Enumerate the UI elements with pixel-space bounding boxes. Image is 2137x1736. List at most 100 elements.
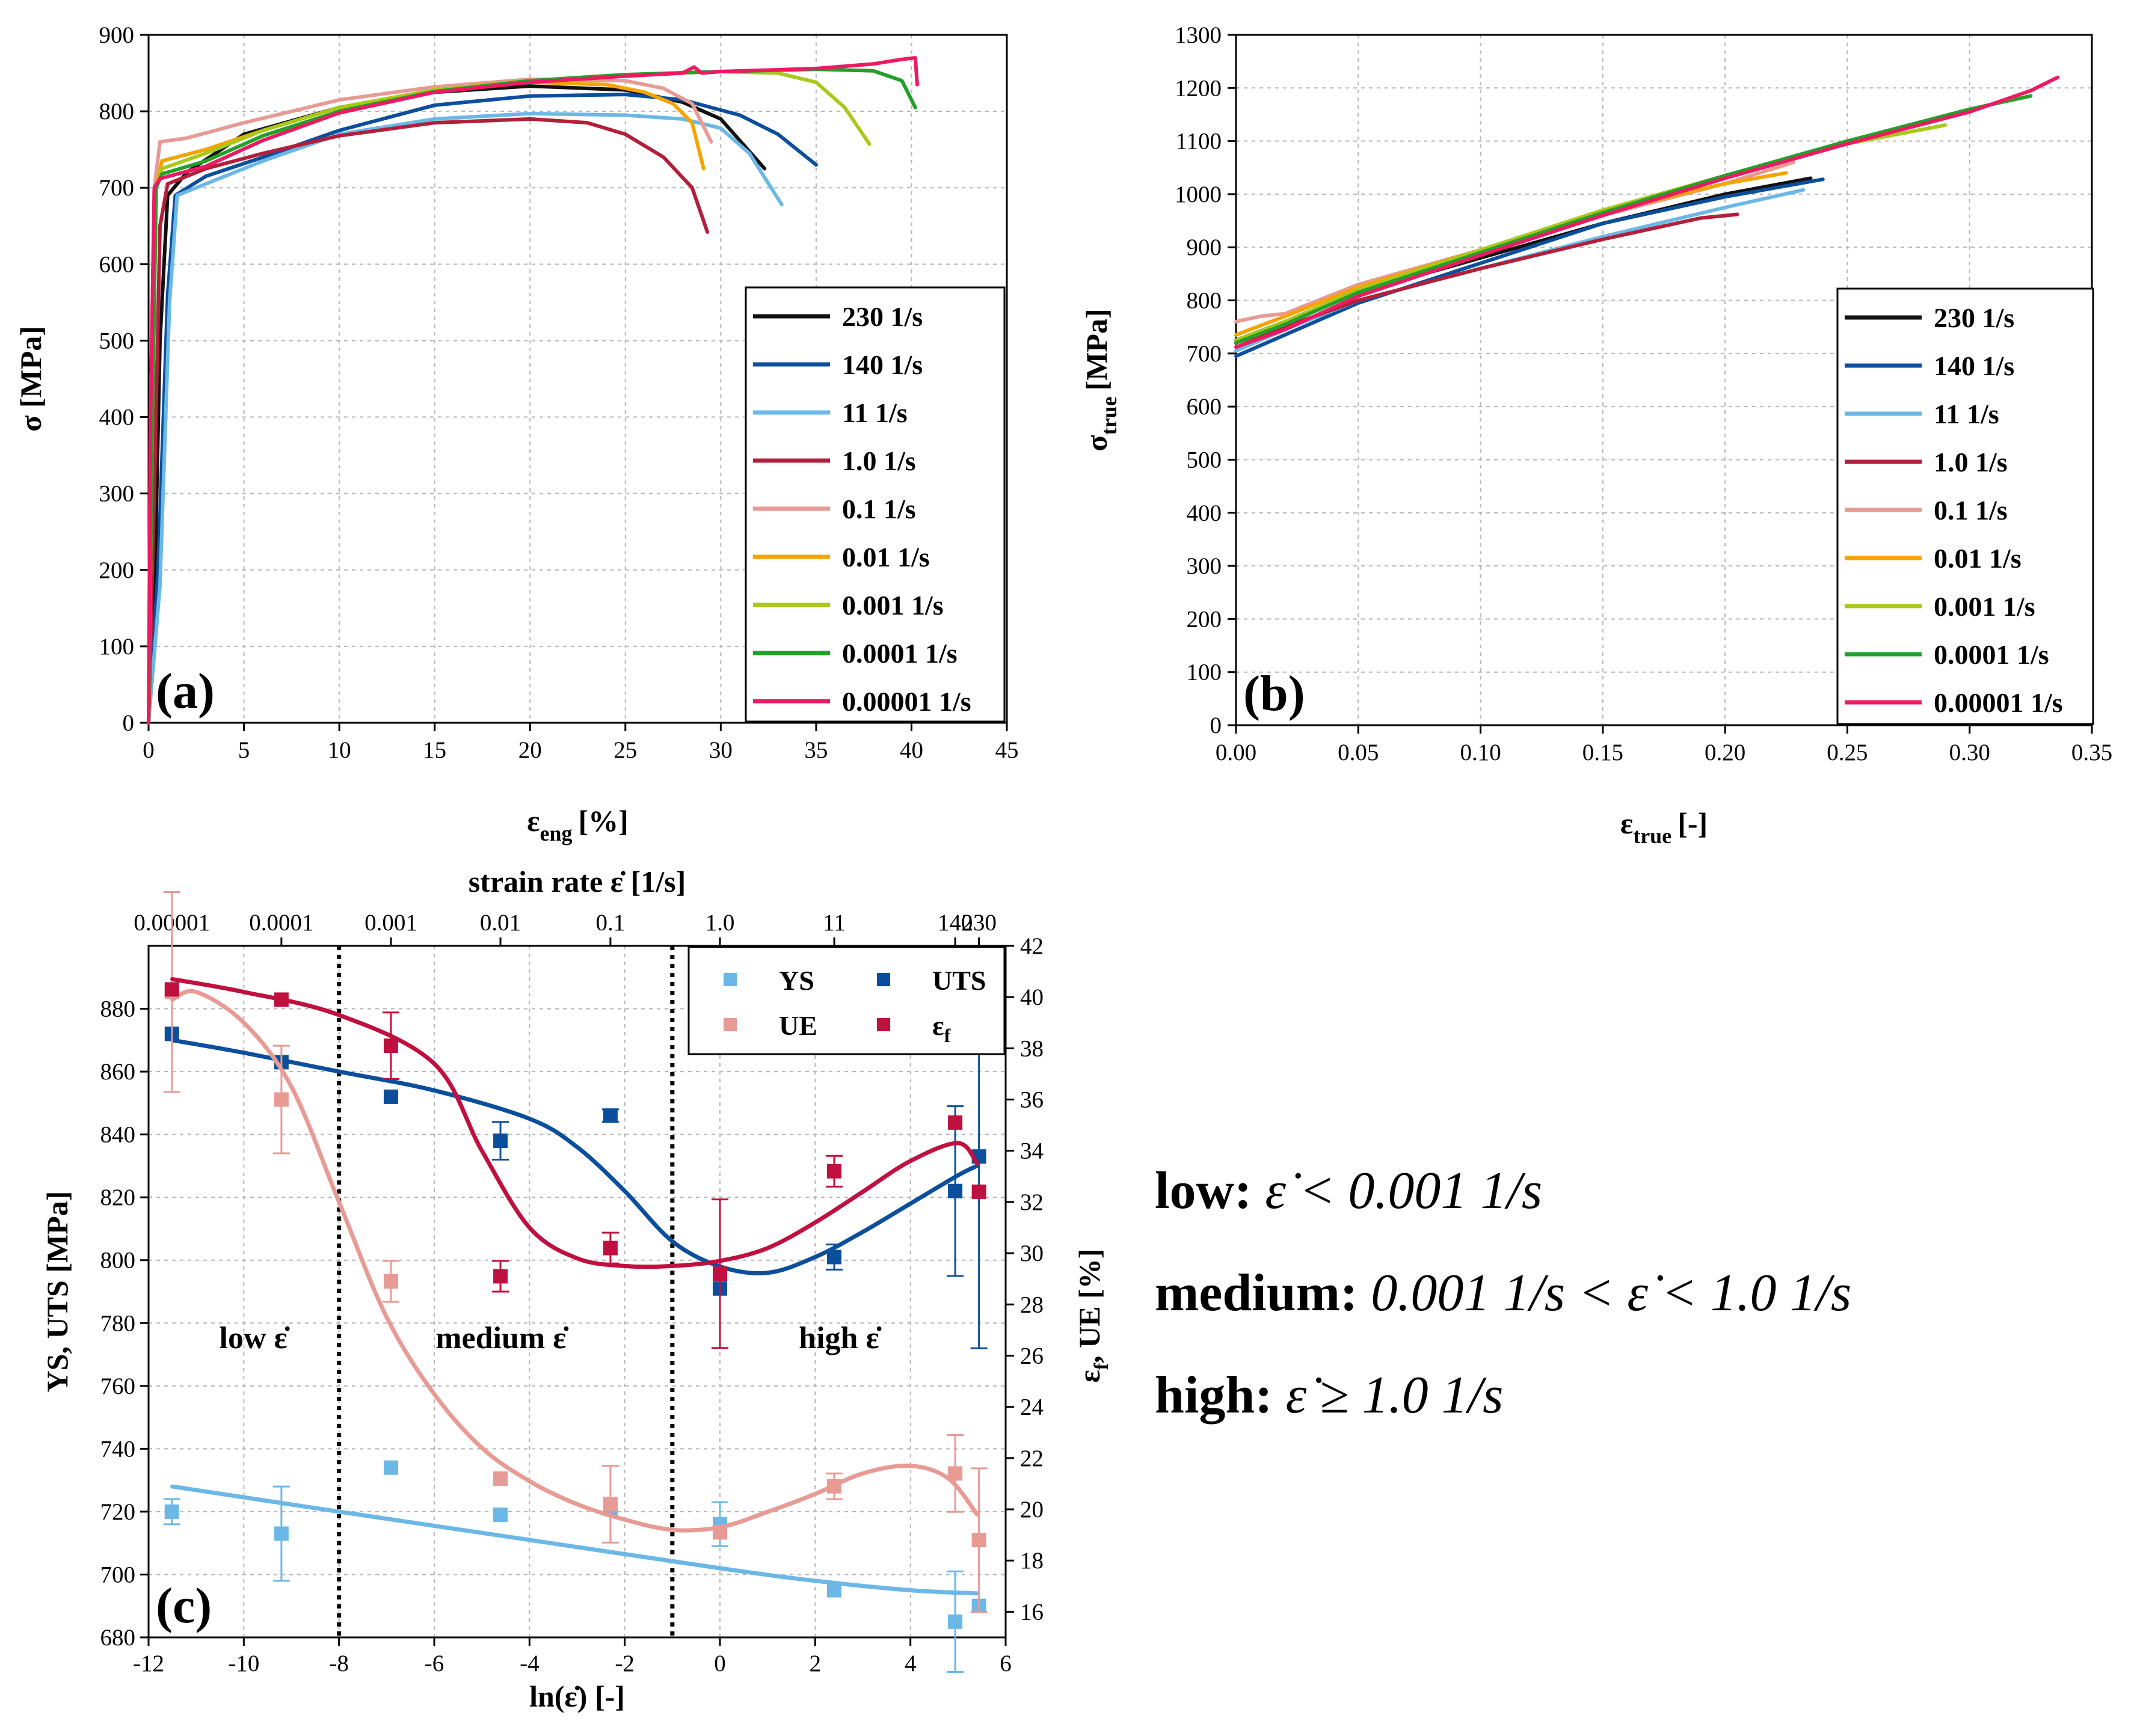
panel-c-point-f	[274, 992, 289, 1007]
panel-b-ytick-label: 300	[1187, 553, 1222, 579]
panel-c-top-tick-label: 0.1	[596, 910, 626, 936]
panel-c-point-f	[827, 1164, 841, 1179]
panel-b-xtick-label: 0.20	[1705, 740, 1745, 765]
panel-c-ytick-right-label: 38	[1020, 1035, 1044, 1061]
panel-a-legend-label-1-0-1-s: 1.0 1/s	[842, 446, 916, 476]
panel-c-ytick-left-label: 860	[100, 1059, 136, 1085]
panel-c-ytick-left-label: 680	[100, 1625, 136, 1651]
panel-c-top-tick-label: 0.001	[364, 910, 417, 936]
panel-c-y-axis-label-left: YS, UTS [MPa]	[40, 1191, 74, 1393]
panel-b-xtick-label: 0.15	[1582, 740, 1623, 765]
panel-c-y-axis-label-right-main: ε	[1072, 1370, 1106, 1382]
panel-b-legend-label-0-001-1-s: 0.001 1/s	[1934, 591, 2035, 622]
panel-b-y-axis-label: σtrue [MPa]	[1080, 308, 1121, 451]
panel-c-top-tick-label: 230	[961, 910, 997, 936]
panel-b-series-11-1-s	[1234, 188, 1806, 353]
panel-c-ytick-left-label: 820	[100, 1185, 136, 1210]
panel-c-legend-label-main: ε	[932, 1010, 944, 1041]
panel-c-ytick-right-label: 26	[1020, 1343, 1044, 1369]
panel-c-ytick-left-label: 700	[100, 1562, 136, 1587]
panel-c-legend-marker-uts	[877, 973, 890, 986]
panel-c-ytick-left-label: 880	[100, 996, 136, 1022]
panel-b-panel: 0.00 0.05 0.10 0.15 0.20 0.25 0.30 0.35 0 100 200 3…	[1080, 22, 2112, 848]
panel-b-y-axis-label-main: σ	[1080, 435, 1113, 451]
panel-b-legend-label-0-00001-1-s: 0.00001 1/s	[1934, 687, 2063, 718]
panel-c-ytick-left-label: 740	[100, 1436, 136, 1462]
panel-a-series-0-1-1-s	[147, 77, 713, 725]
panel-a-xtick-label: 30	[709, 737, 733, 763]
panel-b-ytick-label: 600	[1187, 394, 1222, 420]
panel-c-ytick-right-label: 40	[1020, 984, 1044, 1010]
panel-a-legend-label-0-0001-1-s: 0.0001 1/s	[842, 638, 958, 669]
panel-c-x-axis-label: ln(ε̇) [-]	[529, 1679, 625, 1713]
panel-c-legend-label-uts: UTS	[932, 965, 986, 996]
panel-a-panel-label: (a)	[156, 663, 215, 719]
panel-a-x-axis-label-sub: eng	[540, 821, 573, 845]
panel-c-xtick-label: -2	[615, 1651, 635, 1676]
panel-b-ytick-label: 700	[1187, 341, 1222, 367]
panel-c-ytick-right-label: 32	[1020, 1189, 1044, 1215]
panel-b-ytick-label: 1100	[1175, 129, 1222, 155]
panel-a-series-0-00001-1-s	[147, 56, 919, 725]
panel-b-x-axis-label-main: ε	[1620, 806, 1633, 840]
panel-a-legend-label-230-1-s: 230 1/s	[842, 301, 923, 332]
panel-a-xtick-label: 10	[328, 737, 351, 763]
panel-c-point-ys	[827, 1583, 841, 1598]
panel-a-xtick-label: 5	[238, 737, 250, 763]
panel-c-ytick-right-label: 36	[1020, 1087, 1044, 1113]
panel-b-xtick-label: 0.00	[1216, 740, 1256, 765]
panel-c-ytick-right-label: 16	[1020, 1599, 1044, 1625]
panel-a-legend-label-11-1-s: 11 1/s	[842, 397, 908, 428]
panel-c-point-uts	[493, 1133, 508, 1149]
panel-b-xtick-label: 0.10	[1460, 740, 1501, 765]
panel-b-legend	[1836, 287, 2094, 725]
panel-b-ytick-label: 500	[1187, 447, 1222, 473]
panel-b-ytick-label: 1000	[1175, 182, 1222, 207]
rule-medium-expr: 0.001 1/s < ε̇ < 1.0 1/s	[1371, 1264, 1852, 1322]
panel-a-series-11-1-s	[147, 111, 784, 725]
panel-c-legend-marker-f	[877, 1018, 890, 1031]
panel-a-series-1-0-1-s	[147, 117, 710, 725]
panel-c-point-uts	[827, 1250, 841, 1265]
panel-c-legend-label-ys: YS	[779, 965, 814, 996]
panel-a-series-230-1-s	[147, 84, 767, 725]
panel-a-xtick-label: 0	[143, 737, 155, 763]
panel-c-ytick-left-label: 760	[100, 1373, 136, 1399]
panel-c-ytick-right-label: 20	[1020, 1497, 1044, 1523]
panel-a-frame	[147, 34, 1008, 724]
panel-a-ytick-label: 200	[99, 557, 135, 583]
panel-c-point-f	[603, 1241, 618, 1256]
panel-b-ytick-label: 0	[1210, 713, 1222, 738]
panel-a-ytick-label: 400	[99, 405, 135, 431]
panel-c-xtick-label: 0	[714, 1651, 726, 1676]
rule-low-label: low:	[1155, 1162, 1252, 1220]
panel-b-legend-label-140-1-s: 140 1/s	[1934, 351, 2014, 381]
panel-b-legend-label-0-1-1-s: 0.1 1/s	[1934, 495, 2008, 526]
panel-c-point-f	[164, 982, 179, 997]
panel-a-ytick-label: 700	[99, 175, 135, 201]
panel-c-point-f	[948, 1115, 963, 1130]
panel-a-x-axis-label-main: ε	[527, 804, 540, 838]
panel-c-point-ue	[383, 1274, 398, 1289]
panel-c-xtick-label: -6	[425, 1651, 444, 1676]
panel-a-y-axis-label: σ [MPa]	[14, 326, 48, 432]
panel-c-xtick-label: -10	[228, 1651, 259, 1676]
panel-a-xtick-label: 40	[900, 737, 923, 763]
panel-c-region-label: low ε̇	[220, 1321, 290, 1355]
panel-b-xtick-label: 0.25	[1827, 740, 1868, 765]
rule-high-expr: ε̇ ≥ 1.0 1/s	[1285, 1366, 1504, 1425]
panel-c-point-f	[713, 1266, 727, 1281]
panel-c-xtick-label: 2	[810, 1651, 822, 1676]
panel-c-ytick-right-label: 18	[1020, 1548, 1044, 1574]
panel-a-series-0-01-1-s	[147, 80, 706, 725]
panel-c-point-f	[493, 1269, 508, 1284]
panel-c-point-ys	[948, 1614, 963, 1629]
panel-b-x-axis-label-unit: [-]	[1677, 806, 1708, 840]
panel-b-x-axis-label: εtrue [-]	[1620, 806, 1708, 848]
panel-a-xtick-label: 35	[804, 737, 828, 763]
panel-a-ytick-label: 600	[99, 251, 135, 277]
panel-b-legend-label-11-1-s: 11 1/s	[1934, 399, 1999, 429]
panel-a-xtick-label: 45	[995, 737, 1019, 763]
panel-c-region-label: medium ε̇	[435, 1321, 568, 1355]
panel-c-point-ys	[383, 1460, 398, 1475]
